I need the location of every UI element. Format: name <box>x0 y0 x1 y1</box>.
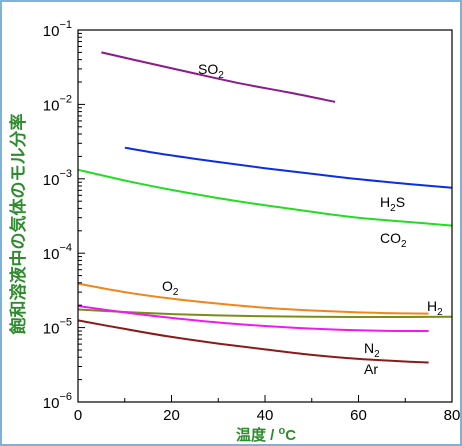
y-tick-label: 10−5 <box>43 317 72 338</box>
y-tick-label: 10−4 <box>43 242 72 263</box>
series-line-o2 <box>77 282 429 315</box>
y-tick-label: 10−2 <box>43 93 72 114</box>
series-lines <box>77 51 453 364</box>
y-tick-label: 10−1 <box>43 19 72 40</box>
series-line-n2 <box>77 305 429 333</box>
series-label-h2s: H2S <box>380 194 405 214</box>
y-tick-label: 10−6 <box>43 391 72 412</box>
series-line-co2 <box>77 168 453 227</box>
y-axis-title: 飽和溶液中の気体のモル分率 <box>8 114 28 336</box>
plot-area <box>77 29 453 403</box>
x-axis-title-sep: / <box>266 427 279 444</box>
series-label-h2: H2 <box>427 298 443 318</box>
series-label-co2: CO2 <box>380 230 407 250</box>
series-label-ar: Ar <box>364 361 378 377</box>
series-label-so2: SO2 <box>198 61 224 81</box>
x-axis-title-main: 温度 <box>236 426 267 444</box>
x-tick-label: 80 <box>444 407 460 424</box>
series-label-n2: N2 <box>364 340 380 360</box>
x-tick-label: 60 <box>350 407 367 424</box>
series-label-o2: O2 <box>162 278 179 298</box>
y-tick-label: 10−3 <box>43 168 72 189</box>
x-axis-title: 温度 / oC <box>236 425 296 444</box>
series-line-h2s <box>124 146 453 189</box>
x-tick-label: 40 <box>257 407 274 424</box>
x-axis-title-unit: C <box>285 427 296 444</box>
series-line-ar <box>77 319 429 364</box>
series-line-h2 <box>77 308 453 318</box>
x-tick-label: 20 <box>163 407 180 424</box>
x-axis-ticks: 0 20 40 60 80 <box>74 395 460 424</box>
x-axis-title-degree: o <box>278 425 285 437</box>
series-line-so2 <box>101 51 336 103</box>
x-tick-label: 0 <box>74 407 82 424</box>
y-axis-ticks: 10−6 10−5 10−4 10−3 10−2 10−1 <box>43 19 85 412</box>
